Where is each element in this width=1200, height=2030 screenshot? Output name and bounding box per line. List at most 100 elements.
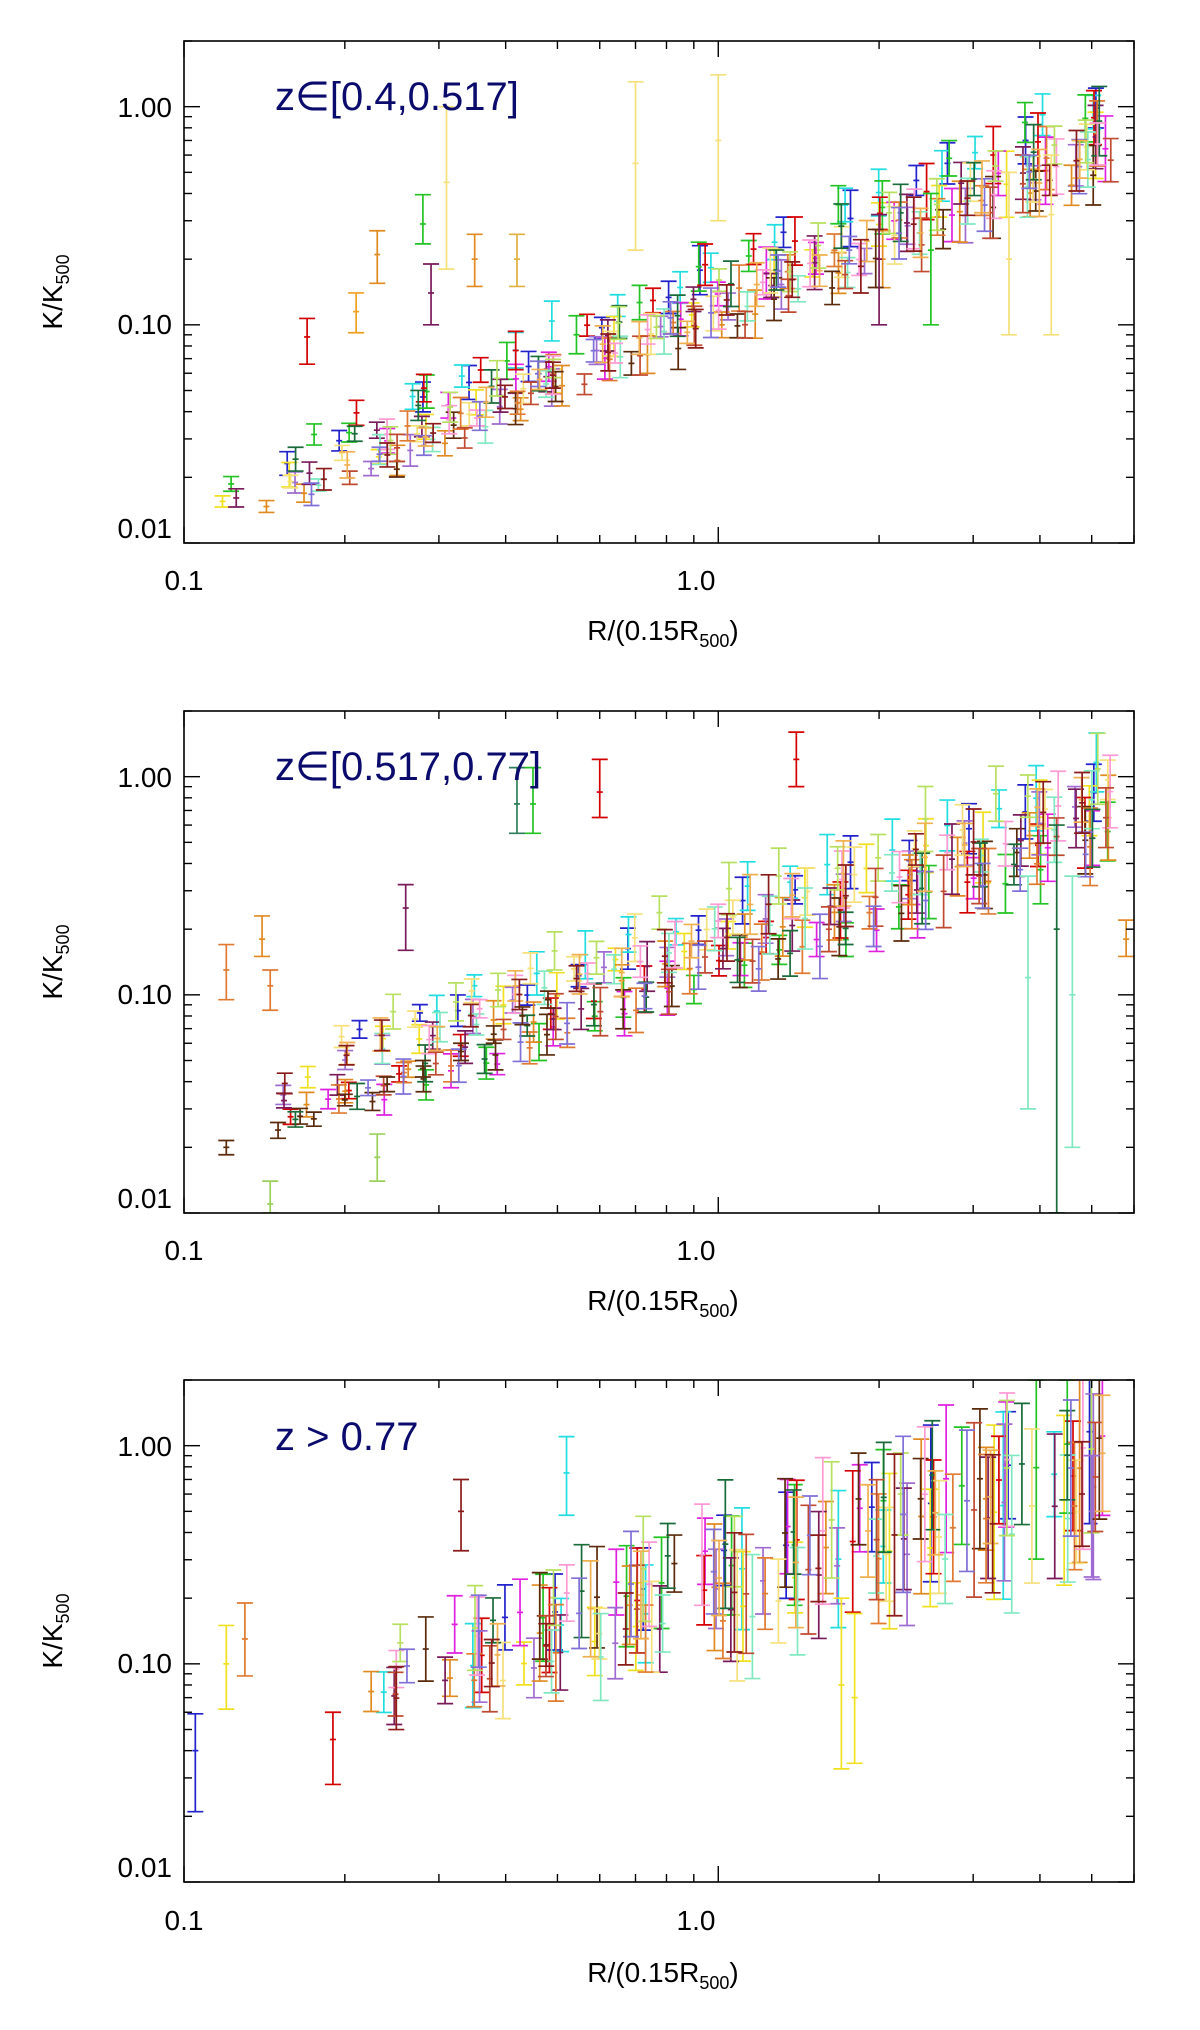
errorbar-profile-10-pt-0 (282, 474, 299, 489)
errorbar-outlier-6 (466, 233, 483, 288)
errorbar-profile-6-pt-1 (525, 1637, 542, 1699)
errorbar-profile-17-pt-7 (958, 1429, 975, 1573)
errorbar-profile-1-pt-1 (466, 974, 483, 998)
errorbar-profile-17-pt-3 (512, 1022, 529, 1063)
errorbar-outlier-22 (1064, 875, 1081, 1149)
errorbar-profile-17-pt-11 (974, 862, 991, 909)
errorbar-profile-19-pt-9 (852, 238, 869, 294)
errorbar-profile-10-pt-3 (522, 952, 539, 985)
errorbar-outlier-11 (254, 915, 271, 958)
errorbar-profile-15-pt-11 (987, 765, 1004, 823)
errorbar-profile-13-pt-7 (1013, 1402, 1030, 1526)
errorbar-profile-3-pt-1 (306, 423, 323, 446)
errorbar-profile-8-pt-8 (824, 270, 841, 306)
errorbar-profile-19-pt-10 (907, 832, 924, 866)
errorbar-outlier-10 (871, 213, 888, 326)
errorbar-profile-8-pt-4 (623, 350, 640, 376)
errorbar-profile-19-pt-1 (379, 442, 396, 468)
errorbar-profile-18-pt-5 (631, 320, 648, 356)
panel-1-ticks (183, 40, 1135, 544)
errorbar-profile-13-pt-2 (417, 1044, 434, 1083)
errorbar-profile-16-pt-4 (576, 373, 593, 396)
panel-1-data-marks (214, 73, 1119, 514)
panel-2-ytick-label-0: 0.01 (118, 1183, 173, 1214)
panel-2-xtick-label-1: 1.0 (677, 1235, 716, 1266)
errorbar-profile-8-pt-7 (731, 934, 748, 989)
errorbar-profile-16-pt-9 (837, 259, 854, 290)
errorbar-profile-19-pt-6 (687, 308, 704, 349)
errorbar-profile-19-pt-1 (338, 1044, 355, 1066)
errorbar-outlier-12 (262, 969, 279, 1012)
errorbar-outlier-9 (710, 73, 727, 222)
errorbar-profile-15-pt-1 (447, 982, 464, 1022)
errorbar-profile-15-pt-12 (1019, 774, 1036, 819)
errorbar-profile-18-pt-7 (982, 1449, 999, 1545)
panel-3-y-axis-title: K/K500 (37, 1593, 73, 1668)
errorbar-profile-18-pt-7 (742, 873, 759, 936)
errorbar-profile-13-pt-0 (287, 446, 304, 472)
errorbar-profile-17-pt-12 (1021, 154, 1038, 190)
errorbar-profile-17-pt-8 (770, 254, 787, 288)
errorbar-profile-4-pt-9 (868, 908, 885, 953)
errorbar-profile-2-pt-9 (858, 843, 875, 894)
errorbar-outlier-9 (539, 990, 556, 1009)
errorbar-profile-4-pt-5 (672, 301, 689, 337)
errorbar-profile-16-pt-4 (592, 986, 609, 1037)
errorbar-profile-14-pt-11 (986, 169, 1003, 220)
errorbar-profile-2-pt-0 (214, 494, 231, 508)
errorbar-profile-17-pt-2 (571, 1577, 588, 1650)
errorbar-profile-14-pt-12 (1050, 770, 1067, 842)
errorbar-profile-14-pt-1 (471, 998, 488, 1019)
errorbar-profile-13-pt-7 (729, 936, 746, 984)
errorbar-profile-16-pt-10 (913, 217, 930, 273)
errorbar-profile-19-pt-0 (315, 467, 332, 491)
errorbar-profile-15-pt-5 (651, 895, 668, 931)
axis-ticks (183, 1379, 1135, 1883)
errorbar-profile-15-pt-7 (770, 847, 787, 905)
errorbar-profile-18-pt-3 (531, 368, 548, 391)
panel-3-y-axis-title-main: K/K (37, 1623, 68, 1668)
errorbar-profile-6-pt-6 (899, 1482, 916, 1627)
errorbar-profile-12-pt-7 (739, 291, 756, 322)
errorbar-profile-11-pt-6 (681, 942, 698, 995)
errorbar-profile-3-pt-11 (941, 139, 958, 177)
panel-2-title: z∈[0.517,0.77] (275, 745, 541, 789)
errorbar-profile-11-pt-8 (794, 919, 811, 975)
panel-1-y-axis-title-sub: 500 (53, 254, 73, 284)
errorbar-profile-12-pt-2 (654, 1594, 671, 1653)
errorbar-profile-17-pt-0 (303, 482, 320, 507)
errorbar-profile-7-pt-3 (436, 429, 453, 457)
errorbar-profile-13-pt-9 (833, 203, 850, 250)
errorbar-profile-6-pt-7 (996, 1423, 1013, 1582)
errorbar-profile-0-pt-0 (351, 1019, 368, 1039)
errorbar-profile-12-pt-4 (606, 954, 623, 985)
errorbar-profile-17-pt-7 (703, 287, 720, 339)
errorbar-profile-16-pt-6 (686, 305, 703, 347)
errorbar-outlier-3 (336, 1093, 353, 1107)
errorbar-profile-18-pt-6 (679, 320, 696, 345)
errorbar-outlier-3 (324, 1711, 341, 1786)
errorbar-profile-17-pt-2 (450, 1048, 467, 1084)
errorbar-profile-13-pt-2 (659, 1522, 676, 1590)
errorbar-profile-1-pt-11 (967, 135, 984, 170)
errorbar-profile-15-pt-11 (987, 150, 1004, 183)
errorbar-profile-11-pt-4 (757, 1557, 774, 1631)
errorbar-profile-0-pt-10 (908, 164, 925, 197)
errorbar-outlier-15 (397, 883, 414, 952)
errorbar-profile-18-pt-6 (683, 923, 700, 959)
panel-3-data-marks (187, 1380, 1111, 1813)
errorbar-outlier-0 (218, 1139, 235, 1156)
errorbar-profile-10-pt-11 (954, 803, 971, 857)
errorbar-profile-13-pt-3 (717, 1479, 734, 1610)
errorbar-profile-10-pt-1 (333, 444, 350, 462)
errorbar-outlier-10 (218, 943, 235, 1001)
errorbar-profile-17-pt-12 (1012, 847, 1029, 892)
errorbar-profile-4-pt-5 (851, 1463, 868, 1553)
errorbar-profile-17-pt-1 (395, 1058, 412, 1095)
errorbar-profile-18-pt-4 (571, 953, 588, 995)
panel-3-ytick-label-2: 1.00 (118, 1431, 173, 1462)
errorbar-outlier-4 (423, 263, 440, 326)
errorbar-profile-16-pt-5 (800, 1504, 817, 1635)
errorbar-profile-18-pt-2 (478, 386, 495, 419)
